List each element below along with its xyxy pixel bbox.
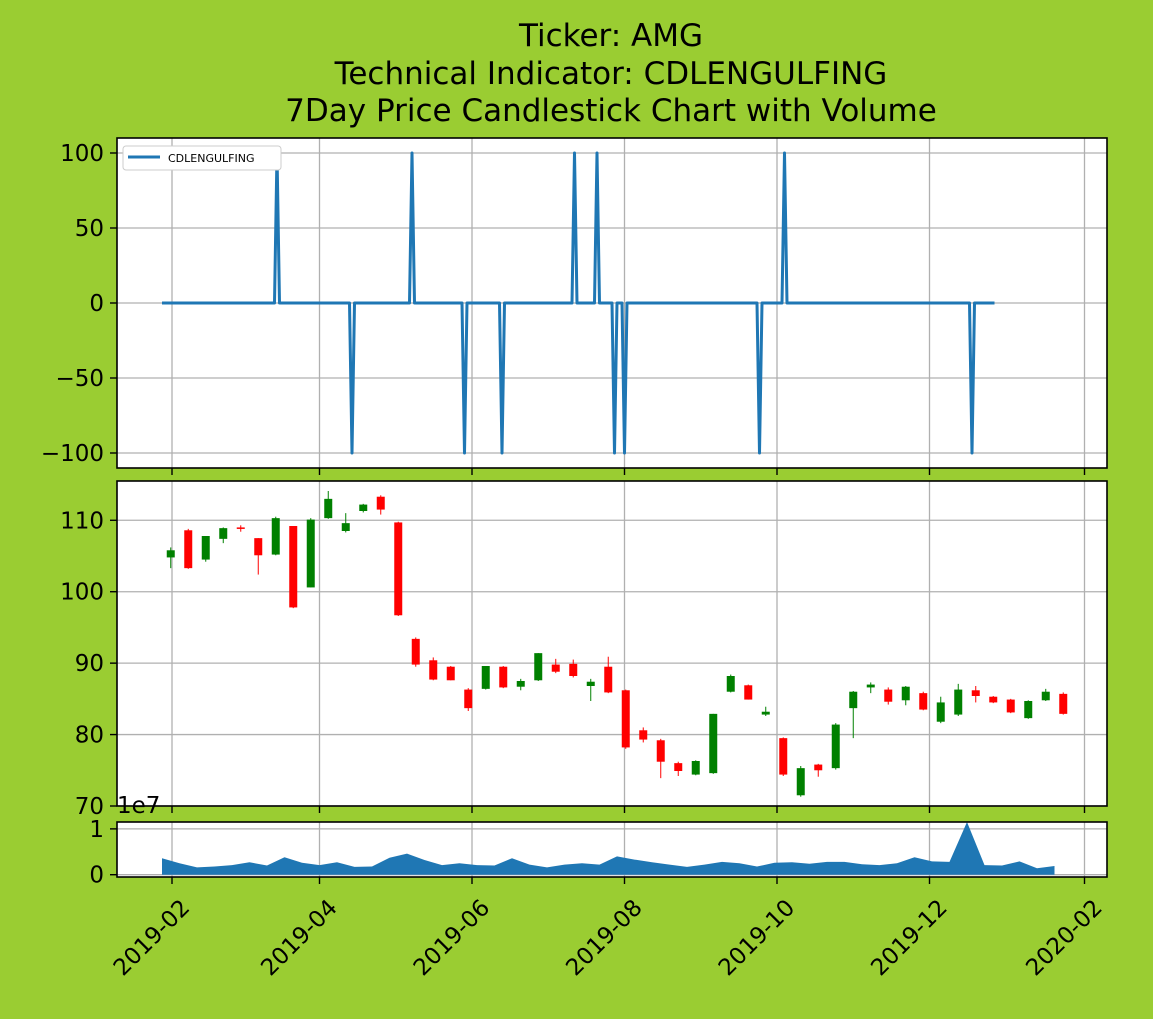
candle-body-up [586,681,595,686]
candle-body-down [289,526,298,608]
candle-body-down [429,660,438,680]
x-tick-label: 2019-10 [714,895,800,981]
candle-body-up [324,498,333,519]
candle-body-up [271,518,280,555]
candle-body-down [779,738,788,775]
candle-body-down [919,693,928,710]
chart-title-line-3: 7Day Price Candlestick Chart with Volume [285,93,937,129]
price-y-tick-label: 100 [60,580,104,606]
volume-gridlines [117,822,1107,877]
x-tick-label: 2020-02 [1021,895,1107,981]
volume-y-axis: 01 [89,817,117,889]
volume-panel: 01 1e7 [89,793,1108,889]
candle-body-up [201,536,210,560]
candle-body-up [1041,691,1050,701]
candle-body-up [691,761,700,775]
price-panel-frame [116,480,1108,807]
candle-body-down [499,666,508,688]
indicator-y-axis: 100 50 0 −50 −100 [41,141,117,467]
legend-box [122,145,282,171]
candle-body-down [989,696,998,703]
candle-body-down [656,740,665,762]
candle-body-up [219,528,228,539]
x-tick-label: 2019-04 [256,895,342,981]
candle-body-down [621,690,630,748]
indicator-y-tick-label: 50 [75,216,104,242]
candle-body-down [1059,693,1068,714]
x-tick-label: 2019-06 [409,895,495,981]
candle-body-down [814,764,823,771]
candle-body-down [744,685,753,700]
candle-body-up [481,666,490,689]
candle-body-down [376,496,385,510]
chart-title-line-2: Technical Indicator: CDLENGULFING [334,56,888,92]
candle-body-down [971,690,980,696]
x-tick-label: 2019-08 [561,895,647,981]
volume-y-tick-label: 1 [89,817,104,843]
price-y-tick-label: 80 [75,723,104,749]
candle-body-down [551,664,560,672]
candle-body-up [726,676,735,692]
candle-body-up [1024,701,1033,719]
indicator-line-layer [162,151,995,455]
chart-title-line-1: Ticker: AMG [518,18,703,54]
candle-body-down [569,663,578,676]
candle-body-down [604,666,613,693]
indicator-legend: CDLENGULFING [122,145,282,171]
indicator-panel: 100 50 0 −50 −100 CDLENGULFING [41,137,1108,469]
candlestick-layer [166,491,1068,797]
indicator-series-line [162,151,995,455]
candle-body-down [446,666,455,681]
volume-panel-frame [116,821,1108,878]
candle-body-down [394,522,403,616]
x-tick-label: 2019-02 [109,895,195,981]
x-tick-label: 2019-12 [866,895,952,981]
candle-body-down [1006,699,1015,713]
candle-body-down [411,638,420,665]
indicator-y-tick-label: 0 [89,291,104,317]
candle-body-up [831,724,840,769]
price-y-tick-label: 110 [60,508,104,534]
candle-body-up [534,653,543,681]
candle-body-up [761,711,770,715]
volume-area [162,822,1055,875]
candle-body-down [254,538,263,556]
volume-area-layer [162,822,1055,875]
candle-body-down [639,730,648,740]
candle-body-up [166,550,175,558]
price-panel: 70 80 90 100 110 [60,480,1108,820]
candle-body-up [901,686,910,701]
candle-body-up [341,523,350,531]
candle-body-down [884,689,893,702]
candle-body-down [464,689,473,709]
price-y-tick-label: 70 [75,794,104,820]
candle-body-down [674,763,683,771]
indicator-y-tick-label: −50 [55,366,104,392]
volume-scale-label: 1e7 [117,793,160,819]
candle-body-up [516,681,525,687]
indicator-y-tick-label: −100 [41,441,104,467]
candle-body-up [359,504,368,511]
legend-label: CDLENGULFING [168,152,255,165]
candle-body-up [936,702,945,722]
candle-body-down [184,530,193,569]
indicator-y-tick-label: 100 [60,141,104,167]
candle-body-down [236,527,245,529]
candle-body-up [866,684,875,688]
candle-body-up [954,689,963,715]
candle-body-up [709,713,718,774]
volume-y-tick-label: 0 [89,863,104,889]
price-panel-background [117,481,1107,806]
candle-body-up [849,691,858,709]
candle-body-up [796,768,805,796]
price-y-tick-label: 90 [75,651,104,677]
price-y-axis: 70 80 90 100 110 [60,508,117,820]
candle-body-up [306,519,315,588]
